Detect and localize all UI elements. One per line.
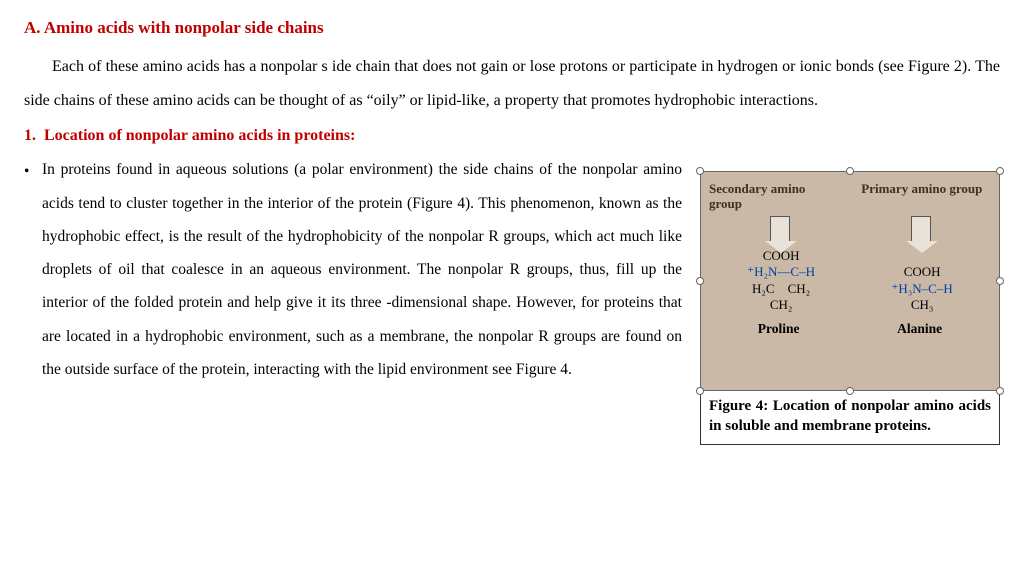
- chem-line: COOH: [892, 264, 953, 280]
- chem-line: ⁺H₂N—C–H: [747, 264, 815, 280]
- figure-caption: Figure 4: Location of nonpolar amino aci…: [700, 391, 1000, 445]
- selection-handle-icon: [996, 387, 1004, 395]
- intro-paragraph: Each of these amino acids has a nonpolar…: [24, 50, 1000, 117]
- chem-structures: COOH ⁺H₂N—C–H H₂C CH₂ CH₂ COOH ⁺H₃N–C–H …: [709, 248, 991, 313]
- arrow-down-icon: [911, 216, 931, 242]
- chem-line: CH₂: [747, 297, 815, 313]
- arrow-down-icon: [770, 216, 790, 242]
- section-heading: A. Amino acids with nonpolar side chains: [24, 18, 1000, 38]
- figure-column: Secondary amino group Primary amino grou…: [700, 153, 1000, 445]
- bullet-column: • In proteins found in aqueous solutions…: [24, 153, 700, 445]
- content-row: • In proteins found in aqueous solutions…: [24, 153, 1000, 445]
- selection-handle-icon: [996, 167, 1004, 175]
- selection-handle-icon: [696, 277, 704, 285]
- arrows-row: [709, 216, 991, 242]
- selection-handle-icon: [696, 167, 704, 175]
- sub-heading: 1. Location of nonpolar amino acids in p…: [24, 127, 1000, 145]
- chem-line: CH₃: [892, 297, 953, 313]
- label-secondary-amino: Secondary amino group: [709, 182, 839, 212]
- name-alanine: Alanine: [897, 321, 942, 337]
- bullet-item: • In proteins found in aqueous solutions…: [24, 153, 682, 386]
- selection-handle-icon: [846, 167, 854, 175]
- chem-line: H₂C CH₂: [747, 281, 815, 297]
- name-proline: Proline: [758, 321, 800, 337]
- chem-line: ⁺H₃N–C–H: [892, 281, 953, 297]
- bullet-text: In proteins found in aqueous solutions (…: [42, 153, 682, 386]
- figure-image: Secondary amino group Primary amino grou…: [700, 171, 1000, 391]
- label-primary-amino: Primary amino group: [861, 182, 991, 212]
- chem-alanine: COOH ⁺H₃N–C–H CH₃: [892, 264, 953, 313]
- selection-handle-icon: [996, 277, 1004, 285]
- chem-proline: COOH ⁺H₂N—C–H H₂C CH₂ CH₂: [747, 248, 815, 313]
- bullet-dot-icon: •: [24, 153, 42, 386]
- chem-names: Proline Alanine: [709, 321, 991, 337]
- group-labels: Secondary amino group Primary amino grou…: [709, 182, 991, 212]
